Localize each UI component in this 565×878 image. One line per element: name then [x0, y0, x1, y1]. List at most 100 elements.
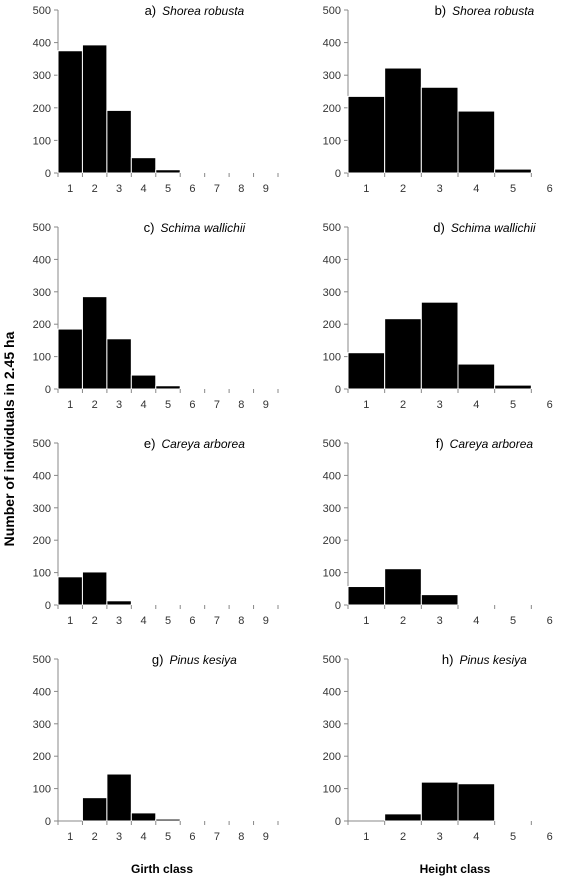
x-tick-label: 8	[238, 615, 244, 627]
y-tick-label: 200	[323, 103, 341, 115]
y-tick-label: 300	[323, 70, 341, 82]
panel-title: a) Shorea robusta	[145, 3, 245, 18]
bar	[106, 338, 132, 390]
y-tick-label: 100	[33, 568, 51, 580]
x-tick-label: 5	[510, 831, 516, 843]
y-tick-label: 100	[33, 135, 51, 147]
y-tick-label: 200	[323, 535, 341, 547]
bar	[106, 773, 132, 822]
y-tick-label: 200	[323, 319, 341, 331]
panel-letter: c)	[144, 220, 155, 235]
y-tick-label: 300	[323, 287, 341, 299]
panel-f: 0 100 200 300 400 500 1 2 3 4 5 6 f) Careya arborea	[323, 436, 565, 627]
y-tick-label: 400	[33, 686, 51, 698]
species-name: Schima wallichii	[451, 221, 536, 235]
panel-title: b) Shorea robusta	[435, 3, 535, 18]
panels: 0 100 200 300 400 500 1 2 3 4 5 6 7 8 9 a) Shorea robust…	[33, 3, 565, 843]
bar	[457, 110, 496, 174]
bar	[420, 594, 459, 606]
bar	[347, 352, 386, 390]
species-name: Pinus kesiya	[169, 653, 237, 667]
bar	[347, 586, 386, 606]
x-tick-label: 3	[437, 399, 443, 411]
species-name: Careya arborea	[450, 437, 534, 451]
bar	[179, 171, 206, 174]
x-tick-label: 5	[510, 183, 516, 195]
bar	[57, 50, 83, 174]
y-tick-label: 500	[323, 654, 341, 666]
x-tick-label: 9	[263, 831, 269, 843]
y-tick-label: 300	[323, 503, 341, 515]
x-tick-label: 7	[214, 183, 220, 195]
bar	[457, 783, 496, 822]
bar	[155, 169, 181, 174]
y-tick-label: 500	[323, 5, 341, 17]
x-tick-label: 6	[189, 399, 195, 411]
x-tick-label: 1	[363, 831, 369, 843]
x-tick-label: 1	[363, 615, 369, 627]
y-tick-label: 500	[33, 438, 51, 450]
x-tick-label: 9	[263, 399, 269, 411]
bar	[81, 296, 108, 390]
panel-letter: a)	[145, 3, 157, 18]
y-tick-label: 500	[323, 222, 341, 234]
species-name: Pinus kesiya	[459, 653, 527, 667]
bar	[494, 168, 532, 174]
x-tick-label: 3	[437, 615, 443, 627]
x-tick-label: 8	[238, 831, 244, 843]
panel-b: 0 100 200 300 400 500 1 2 3 4 5 6 b) Shorea robusta	[323, 3, 565, 195]
bar	[130, 812, 157, 822]
bar	[81, 797, 108, 822]
bar	[384, 813, 422, 822]
panel-h: 0 100 200 300 400 500 1 2 3 4 5 6 h) Pinus kesiya	[323, 652, 565, 843]
x-tick-label: 2	[92, 399, 98, 411]
x-tick-label: 6	[547, 615, 553, 627]
panel-letter: b)	[435, 3, 447, 18]
x-tick-label: 7	[214, 615, 220, 627]
x-tick-label: 6	[547, 399, 553, 411]
bar	[494, 384, 532, 390]
y-tick-label: 200	[323, 751, 341, 763]
x-tick-label: 1	[363, 399, 369, 411]
y-tick-label: 500	[33, 222, 51, 234]
bar	[106, 600, 132, 606]
x-tick-label: 4	[473, 399, 479, 411]
y-tick-label: 300	[33, 70, 51, 82]
species-name: Shorea robusta	[162, 4, 244, 18]
bar	[420, 781, 459, 822]
x-tick-label: 2	[92, 615, 98, 627]
y-tick-label: 200	[33, 319, 51, 331]
x-tick-label: 6	[189, 615, 195, 627]
bar	[130, 374, 157, 390]
panel-a: 0 100 200 300 400 500 1 2 3 4 5 6 7 8 9 a) Shorea robust…	[33, 3, 279, 195]
x-tick-label: 4	[140, 399, 146, 411]
bar	[57, 328, 83, 390]
y-tick-label: 500	[33, 654, 51, 666]
bar	[384, 67, 422, 174]
bar	[81, 44, 108, 174]
y-tick-label: 400	[323, 38, 341, 50]
y-tick-label: 300	[323, 719, 341, 731]
y-tick-label: 300	[33, 287, 51, 299]
y-tick-label: 100	[323, 352, 341, 364]
y-tick-label: 0	[45, 384, 51, 396]
y-tick-label: 400	[33, 254, 51, 266]
x-tick-label: 3	[116, 615, 122, 627]
species-name: Schima wallichii	[160, 221, 245, 235]
x-tick-label: 2	[400, 615, 406, 627]
x-tick-label: 7	[214, 831, 220, 843]
x-tick-label: 1	[67, 399, 73, 411]
y-tick-label: 200	[33, 535, 51, 547]
bar	[81, 571, 108, 606]
y-tick-label: 0	[45, 816, 51, 828]
bar	[384, 318, 422, 390]
x-tick-label: 5	[165, 615, 171, 627]
y-tick-label: 300	[33, 719, 51, 731]
panel-letter: f)	[436, 436, 444, 451]
x-tick-label: 6	[189, 183, 195, 195]
y-tick-label: 500	[33, 5, 51, 17]
y-tick-label: 100	[323, 784, 341, 796]
x-tick-label: 3	[437, 183, 443, 195]
y-tick-label: 400	[33, 38, 51, 50]
panel-e: 0 100 200 300 400 500 1 2 3 4 5 6 7 8 9 e) Careya arbore…	[33, 436, 279, 627]
